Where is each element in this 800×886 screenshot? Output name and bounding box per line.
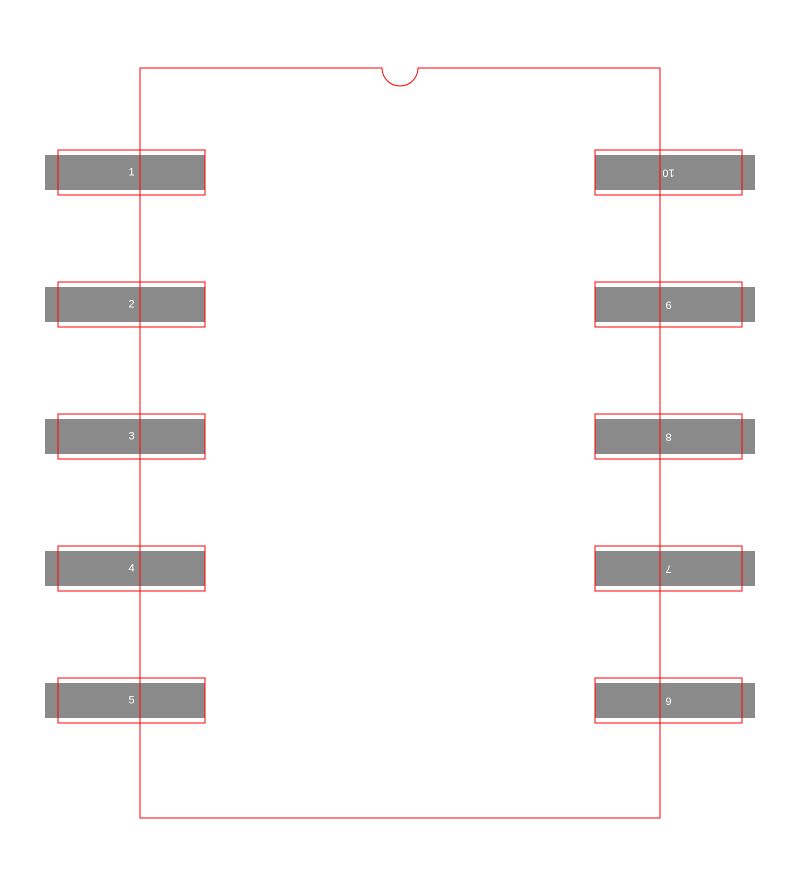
pin-pad-6 [595, 683, 755, 718]
pin-label-6: 6 [665, 695, 671, 707]
pin-label-3: 3 [128, 431, 134, 443]
ic-body-outline [140, 68, 660, 818]
pin-label-7: 7 [665, 563, 671, 575]
pin-pad-9 [595, 287, 755, 322]
pin-pad-2 [45, 287, 205, 322]
pin-label-4: 4 [128, 563, 134, 575]
ic-footprint-diagram: 1 2 3 4 5 6 7 8 9 10 [0, 0, 800, 886]
pin-label-8: 8 [665, 431, 671, 443]
pin-label-2: 2 [128, 299, 134, 311]
pin-label-1: 1 [128, 167, 134, 179]
pin-pad-5 [45, 683, 205, 718]
pin-pad-4 [45, 551, 205, 586]
pin-label-5: 5 [128, 695, 134, 707]
pin-label-10: 10 [662, 167, 674, 179]
pin-pad-7 [595, 551, 755, 586]
pin-pad-3 [45, 419, 205, 454]
pin-pad-8 [595, 419, 755, 454]
pin-pad-1 [45, 155, 205, 190]
pin-label-9: 9 [665, 299, 671, 311]
